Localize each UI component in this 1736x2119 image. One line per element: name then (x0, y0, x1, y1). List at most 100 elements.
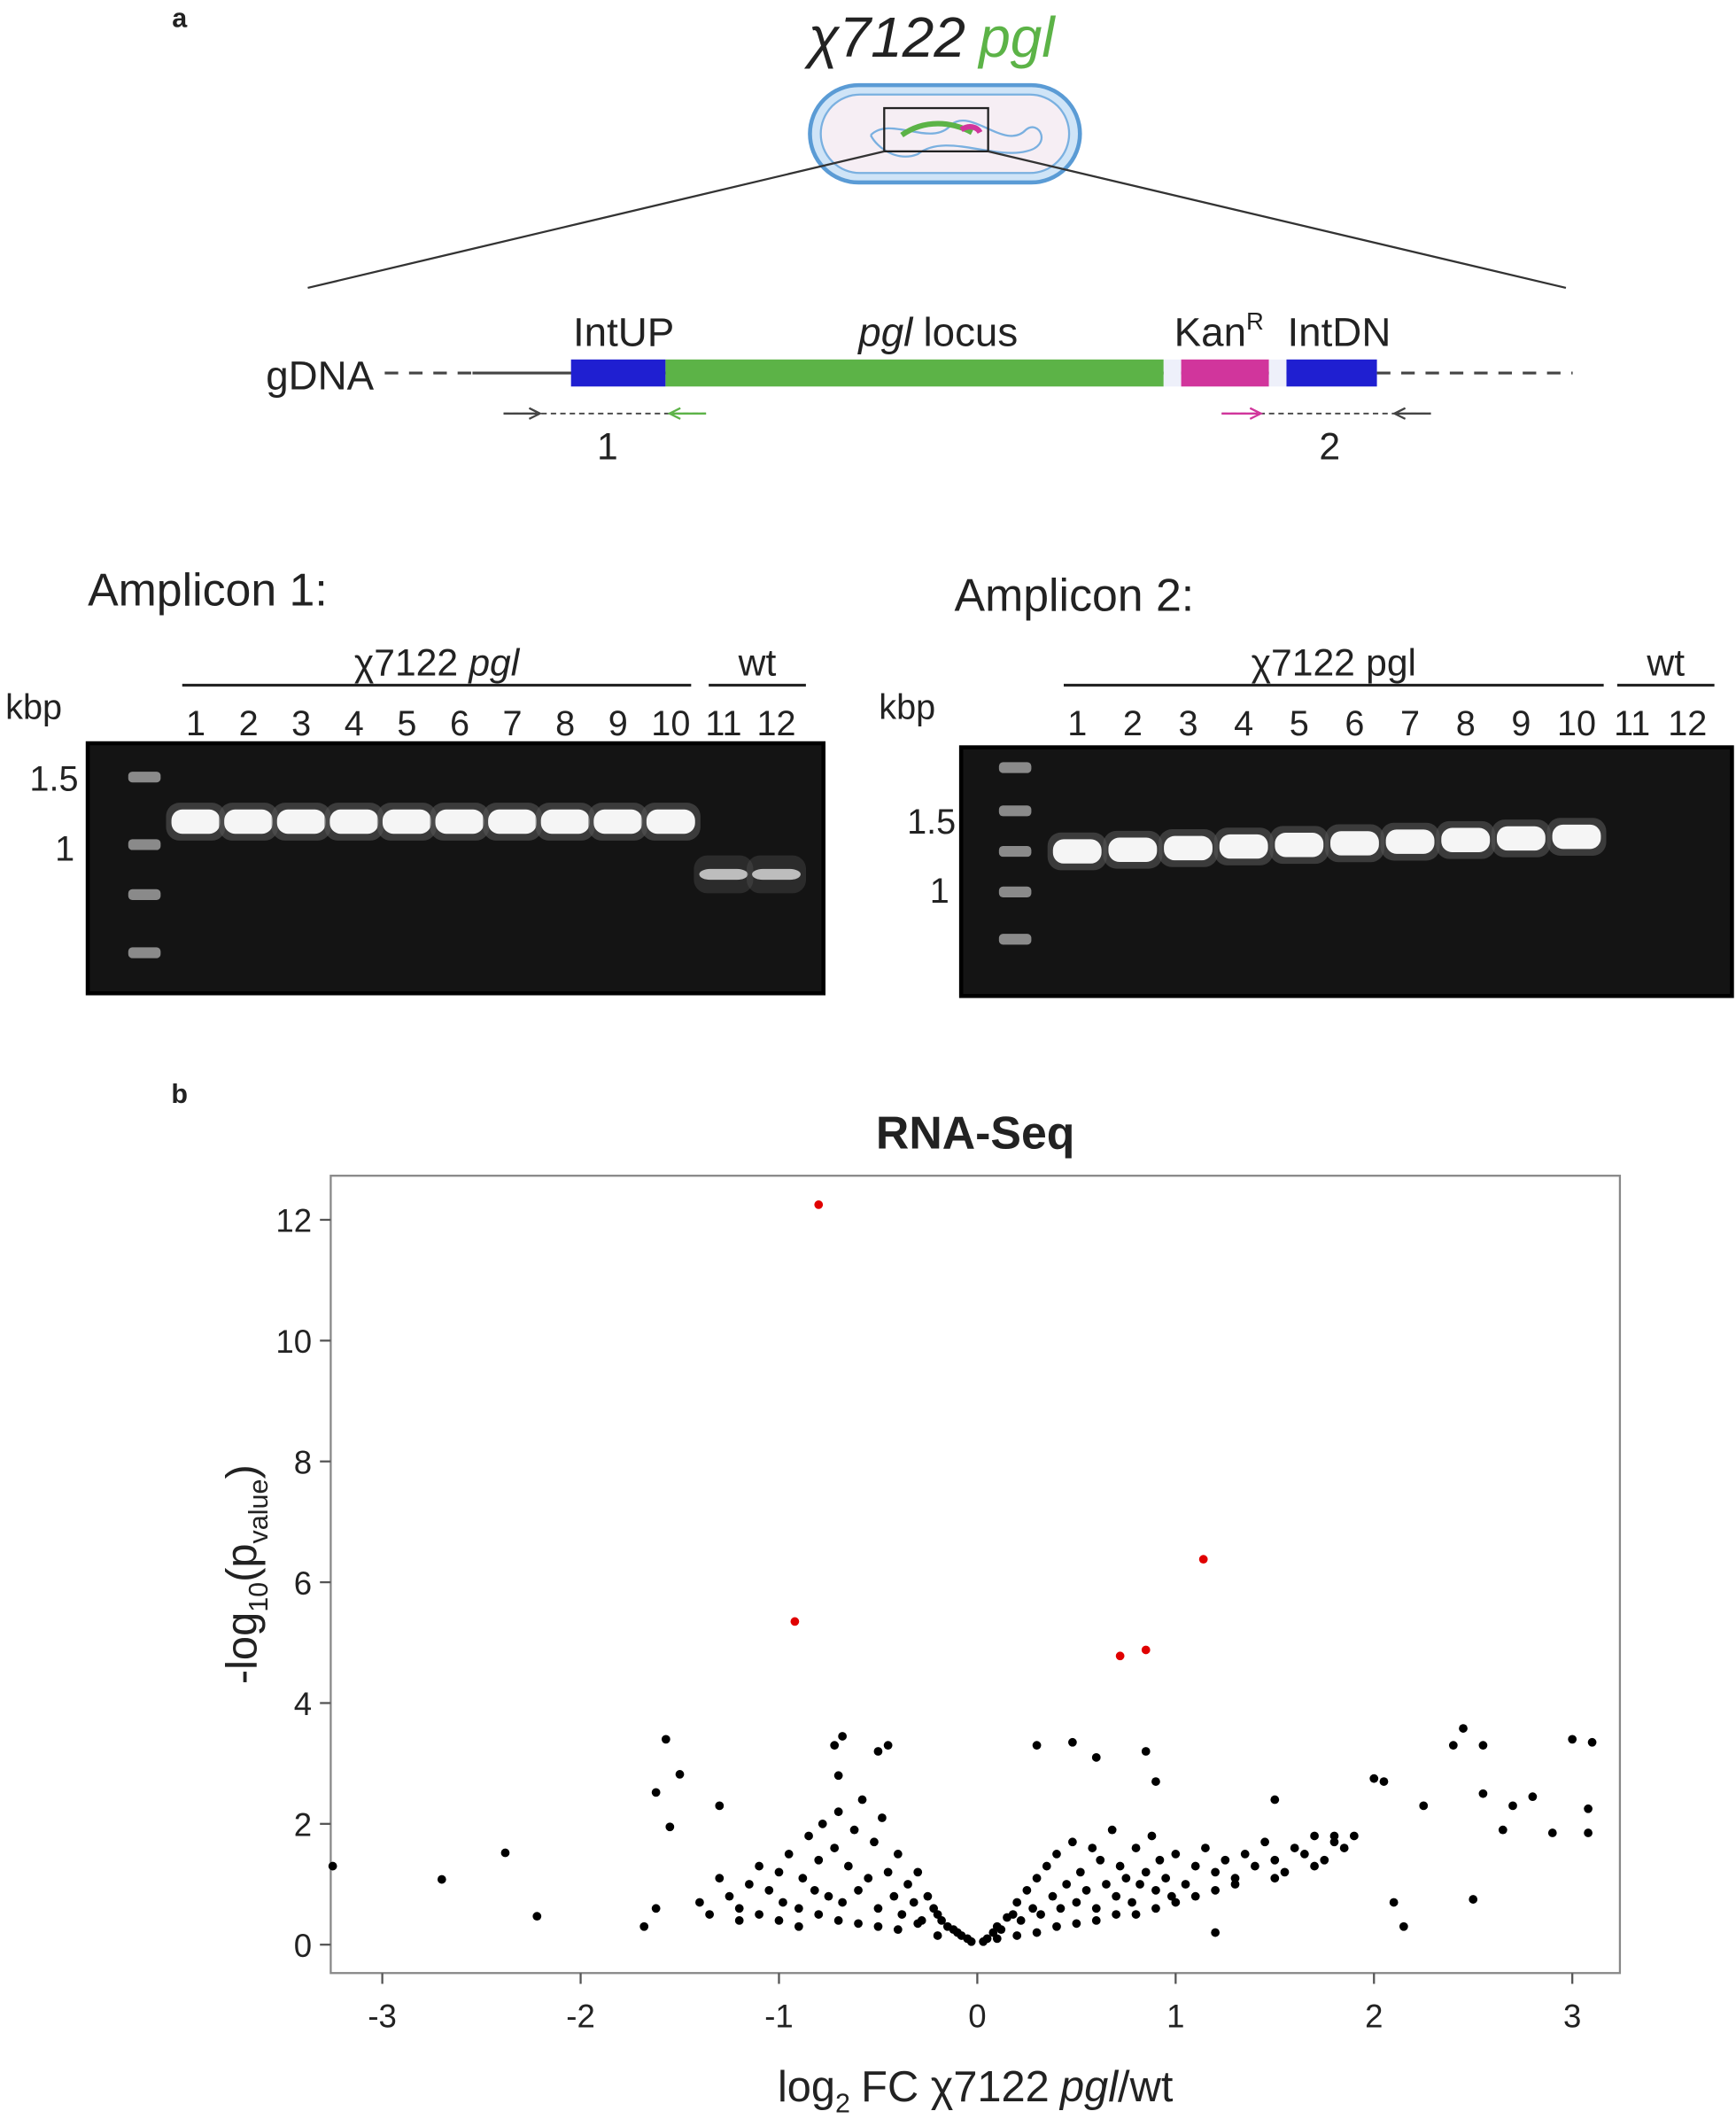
point (870, 1837, 879, 1847)
point (1329, 1831, 1339, 1841)
point (1151, 1777, 1160, 1786)
primer-label: 2 (1319, 426, 1340, 469)
band (1052, 839, 1102, 864)
lane-label: 8 (555, 704, 575, 743)
point (1270, 1795, 1280, 1805)
point (1141, 1747, 1151, 1756)
point (1230, 1880, 1240, 1889)
point (833, 1771, 843, 1781)
y-tick-label: 8 (294, 1444, 312, 1480)
point (790, 1617, 800, 1626)
point (1171, 1850, 1181, 1859)
point (893, 1925, 903, 1935)
band (1219, 834, 1268, 859)
point (1329, 1837, 1339, 1847)
chart-title: RNA-Seq (876, 1107, 1075, 1159)
lane-label: 11 (1614, 704, 1650, 743)
point (1379, 1777, 1389, 1786)
y-tick-label: 4 (294, 1686, 312, 1722)
point (794, 1921, 803, 1931)
band (1330, 831, 1379, 856)
point (1161, 1874, 1171, 1883)
point (843, 1861, 853, 1871)
point (1528, 1792, 1538, 1802)
band (752, 868, 801, 881)
point (1141, 1867, 1151, 1877)
gel-title: Amplicon 2: (955, 570, 1195, 621)
lane-label: 12 (1668, 704, 1707, 743)
point (996, 1925, 1006, 1935)
point (665, 1822, 675, 1832)
point (675, 1770, 685, 1779)
point (532, 1912, 542, 1921)
ladder-band (998, 762, 1032, 773)
point (651, 1904, 661, 1913)
gel (958, 745, 1734, 998)
point (1508, 1801, 1517, 1811)
lane-label: 7 (1400, 704, 1420, 743)
point (1221, 1855, 1230, 1865)
int-up-block (570, 359, 666, 387)
point (1310, 1861, 1319, 1871)
band (1441, 827, 1491, 852)
band (699, 868, 748, 881)
point (1032, 1874, 1042, 1883)
band (488, 809, 537, 834)
point (1056, 1904, 1066, 1913)
point (1260, 1837, 1269, 1847)
point (328, 1861, 337, 1871)
panel-label: b (171, 1079, 188, 1109)
point (1147, 1831, 1157, 1841)
spacer-block (1163, 359, 1182, 387)
point (1128, 1898, 1136, 1907)
spacer-block (1268, 359, 1287, 387)
band (171, 809, 221, 834)
point (1141, 1645, 1151, 1655)
point (1062, 1880, 1072, 1889)
point (804, 1831, 813, 1841)
point (1081, 1885, 1091, 1895)
zoom-box (883, 106, 989, 153)
point (784, 1850, 794, 1859)
point (913, 1867, 923, 1877)
point (794, 1904, 803, 1913)
point (1290, 1843, 1299, 1852)
point (833, 1916, 843, 1925)
zoom-line (988, 150, 1567, 290)
point (1190, 1891, 1200, 1901)
group-label: χ7122 pgl (1252, 642, 1416, 685)
point (1022, 1885, 1032, 1895)
band (1164, 835, 1213, 861)
y-label-part: (p (219, 1543, 267, 1581)
point (798, 1874, 808, 1883)
lane-label: 8 (1456, 704, 1476, 743)
point (1349, 1831, 1359, 1841)
pgl-block (665, 359, 1164, 387)
x-tick-label: 2 (1365, 1998, 1383, 2034)
kan-label: KanR (1174, 307, 1264, 354)
ladder-label: 1 (930, 872, 949, 911)
group-label: χ7122 pgl (354, 642, 521, 685)
lane-label: 2 (1123, 704, 1143, 743)
point (838, 1898, 848, 1907)
point (1091, 1752, 1101, 1762)
x-label-italic: pgl (1058, 2063, 1119, 2111)
point (1155, 1855, 1165, 1865)
point (810, 1885, 819, 1895)
point (661, 1735, 670, 1744)
band (382, 809, 431, 834)
wt-label: wt (1646, 642, 1685, 685)
point (1068, 1737, 1077, 1747)
point (1201, 1843, 1210, 1852)
point (1008, 1910, 1018, 1919)
point (1310, 1831, 1319, 1841)
y-label-part: ) (219, 1464, 267, 1479)
point (1091, 1904, 1101, 1913)
ladder-band (998, 934, 1032, 945)
unit-label: kbp (5, 688, 62, 727)
point (864, 1874, 873, 1883)
point (1587, 1737, 1597, 1747)
point (873, 1904, 883, 1913)
ladder-band (128, 839, 161, 850)
